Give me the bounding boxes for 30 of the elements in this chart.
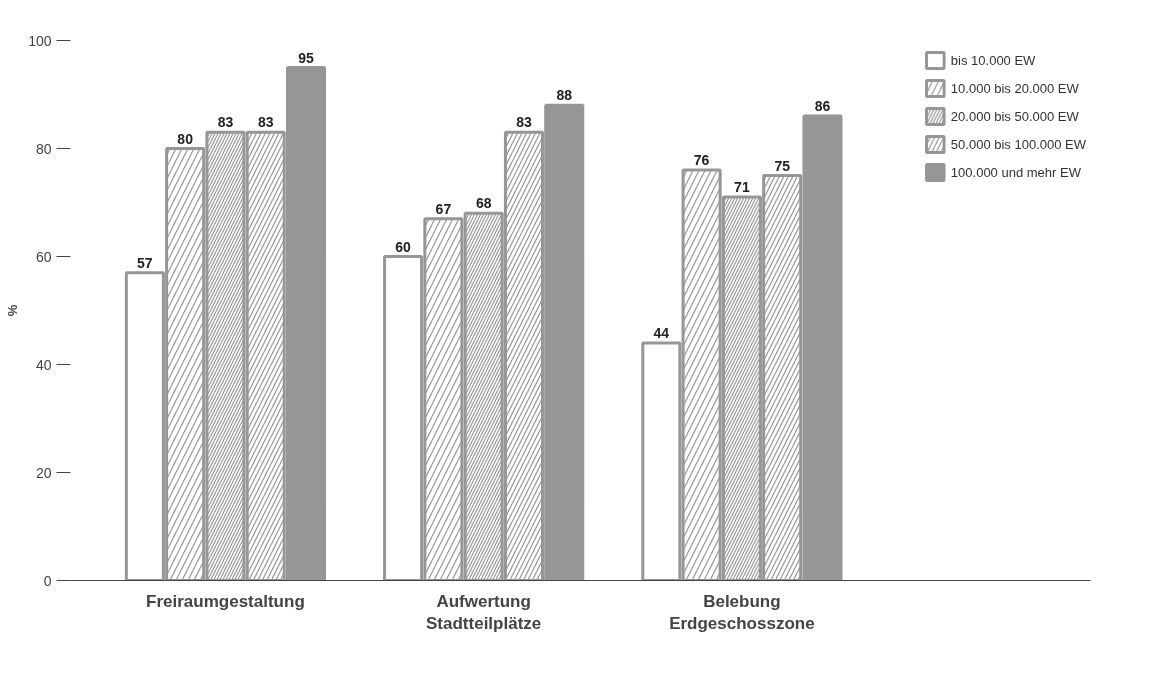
- data-label: 71: [734, 179, 750, 196]
- y-tick-label: 40: [35, 356, 52, 373]
- x-tick-label: Aufwertung Stadtteilplätze: [426, 591, 542, 634]
- data-label: 83: [516, 114, 532, 131]
- y-tick-label: 0: [43, 572, 52, 589]
- legend-label: bis 10.000 EW: [950, 52, 1036, 68]
- x-tick-label: Belebung Erdgeschosszone: [669, 591, 815, 634]
- y-tick-label: 100: [28, 32, 52, 49]
- data-label: 68: [475, 195, 492, 212]
- data-label: 80: [177, 130, 194, 147]
- y-axis-title: %: [5, 304, 21, 317]
- data-label: 75: [774, 157, 791, 174]
- y-tick-label: 60: [35, 248, 52, 265]
- data-label: 88: [556, 87, 573, 104]
- data-label: 44: [653, 324, 670, 341]
- data-label: 76: [693, 152, 710, 169]
- legend-label: 10.000 bis 20.000 EW: [950, 80, 1079, 96]
- legend-label: 20.000 bis 50.000 EW: [950, 108, 1079, 124]
- data-label: 83: [217, 114, 234, 131]
- data-label: 57: [137, 254, 153, 271]
- data-label: 95: [298, 49, 314, 66]
- legend-label: 50.000 bis 100.000 EW: [950, 136, 1086, 152]
- x-tick-label: Freiraumgestaltung: [146, 591, 305, 611]
- legend-label: 100.000 und mehr EW: [950, 164, 1081, 180]
- data-label: 67: [435, 200, 452, 217]
- data-label: 83: [257, 114, 274, 131]
- data-label: 60: [395, 238, 412, 255]
- y-tick-label: 80: [35, 140, 52, 157]
- data-label: 86: [814, 98, 831, 115]
- y-tick-label: 20: [35, 464, 52, 481]
